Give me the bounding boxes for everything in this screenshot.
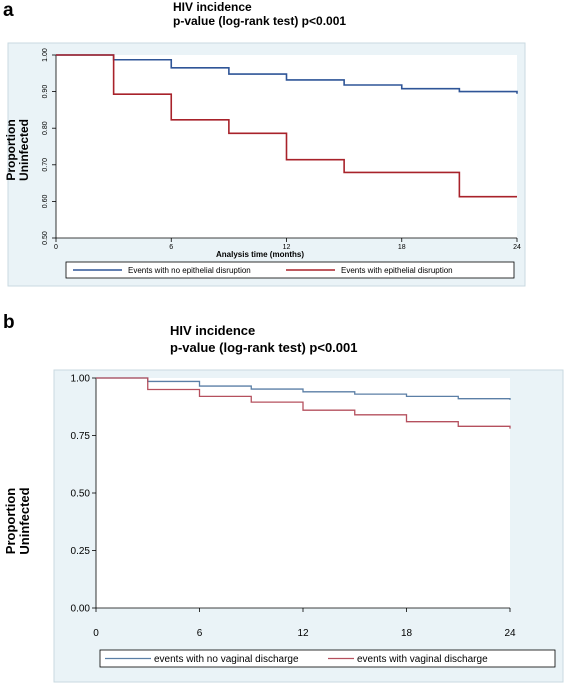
x-tick-label: 6 [197,628,203,639]
series-line-2 [96,377,511,429]
y-tick-label: 0.90 [42,85,49,99]
y-tick-label: 0.60 [42,194,49,208]
x-tick-label: 6 [169,244,173,251]
panel-a-subtitle: p-value (log-rank test) p<0.001 [173,14,347,28]
x-tick-label: 12 [283,244,291,251]
series-line-2 [56,54,517,198]
panel-b-subtitle: p-value (log-rank test) p<0.001 [170,340,358,355]
x-axis-label: Analysis time (months) [216,250,304,259]
x-tick-label: 0 [54,244,58,251]
y-tick-label: 0.50 [71,489,91,500]
legend-label-1: Events with no epithelial disruption [128,266,251,275]
legend-label-2: Events with epithelial disruption [341,266,453,275]
x-tick-label: 12 [297,628,309,639]
x-tick-label: 0 [93,628,99,639]
x-tick-label: 24 [504,628,516,639]
x-tick-label: 24 [513,244,521,251]
panel-b-title: HIV incidence [170,323,256,338]
y-tick-label: 0.50 [42,231,49,245]
y-tick-label: 0.80 [42,121,49,135]
legend-label-2: events with vaginal discharge [357,654,488,665]
y-tick-label: 1.00 [42,48,49,62]
plot-area [96,378,510,608]
x-tick-label: 18 [398,244,406,251]
y-tick-label: 0.25 [71,546,91,557]
panel-a-title: HIV incidence [173,0,252,14]
y-axis-label: ProportionUninfected [4,119,31,181]
series-line-1 [96,377,511,400]
panel-b-label: b [3,312,15,333]
y-tick-label: 1.00 [71,374,91,385]
y-tick-label: 0.00 [71,604,91,615]
chart-b: 0 6 12 18 24 0.00 0.25 0.50 0.75 1.00 ProportionUn… [3,369,564,683]
x-tick-label: 18 [401,628,413,639]
y-axis-label: ProportionUninfected [3,487,32,554]
series-line-1 [56,54,518,94]
legend-box [99,649,556,668]
chart-a: 0 6 12 18 24 0.50 0.60 0.70 0.80 0.90 1.00 Analysis… [4,42,526,287]
y-tick-label: 0.70 [42,158,49,172]
y-tick-label: 0.75 [71,431,91,442]
panel-a-label: a [3,0,14,21]
legend-label-1: events with no vaginal discharge [154,654,299,665]
